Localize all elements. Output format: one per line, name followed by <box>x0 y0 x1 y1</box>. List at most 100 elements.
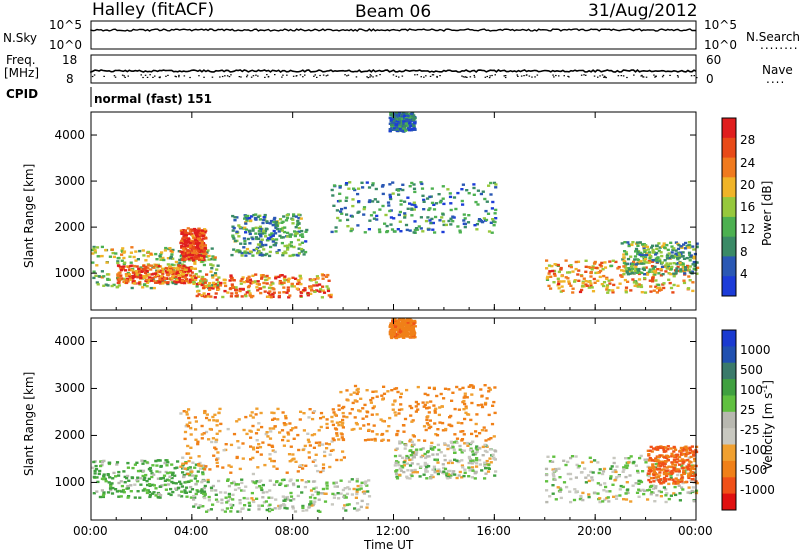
data-cell <box>186 480 191 483</box>
data-cell <box>255 282 259 286</box>
data-cell <box>314 441 318 444</box>
data-cell <box>367 186 372 189</box>
data-cell <box>272 291 276 294</box>
data-cell <box>454 207 458 211</box>
data-cell <box>685 266 689 269</box>
data-cell <box>141 474 145 478</box>
data-cell <box>569 500 573 504</box>
data-cell <box>487 230 492 233</box>
data-cell <box>411 471 415 474</box>
data-cell <box>398 330 402 334</box>
data-cell <box>681 488 685 491</box>
data-cell <box>655 251 659 255</box>
data-cell <box>677 484 681 487</box>
nave-dot <box>617 75 620 77</box>
nave-dot <box>299 74 302 76</box>
nave-label: Nave <box>762 63 793 77</box>
data-cell <box>687 275 691 278</box>
data-cell <box>293 230 297 233</box>
data-cell <box>648 268 652 271</box>
data-cell <box>232 432 237 436</box>
data-cell <box>397 333 401 337</box>
data-cell <box>190 488 195 491</box>
data-cell <box>195 285 199 288</box>
data-cell <box>301 506 305 509</box>
nsky-panel <box>90 20 697 50</box>
data-cell <box>481 454 485 457</box>
data-cell <box>422 425 427 428</box>
data-cell <box>265 227 269 231</box>
data-cell <box>98 495 102 499</box>
data-cell <box>367 495 372 498</box>
data-cell <box>494 217 498 220</box>
data-cell <box>581 491 585 495</box>
data-cell <box>281 236 285 239</box>
data-cell <box>104 283 108 286</box>
data-cell <box>375 395 379 398</box>
data-cell <box>249 219 253 222</box>
data-cell <box>214 440 218 444</box>
data-cell <box>269 219 273 223</box>
data-cell <box>201 234 205 237</box>
data-cell <box>251 446 256 449</box>
data-cell <box>116 276 120 280</box>
data-cell <box>448 195 453 199</box>
data-cell <box>345 389 349 392</box>
data-cell <box>659 478 663 481</box>
data-cell <box>642 247 646 250</box>
data-cell <box>609 467 613 470</box>
nave-dot <box>274 74 276 76</box>
data-cell <box>624 492 628 495</box>
data-cell <box>365 506 369 509</box>
data-cell <box>145 461 149 464</box>
data-cell <box>186 245 190 249</box>
data-cell <box>336 492 340 495</box>
data-cell <box>655 247 659 250</box>
data-cell <box>229 510 233 513</box>
data-cell <box>190 256 194 260</box>
data-cell <box>684 448 689 451</box>
data-cell <box>439 392 443 396</box>
data-cell <box>597 471 601 475</box>
data-cell <box>316 492 320 496</box>
data-cell <box>223 491 227 494</box>
data-cell <box>111 477 115 480</box>
data-cell <box>611 470 615 473</box>
data-cell <box>299 247 303 251</box>
data-cell <box>180 232 184 235</box>
data-cell <box>343 487 347 490</box>
data-cell <box>663 456 667 459</box>
data-cell <box>491 218 495 221</box>
data-cell <box>644 256 648 259</box>
data-cell <box>547 284 551 288</box>
data-cell <box>430 217 434 221</box>
data-cell <box>147 264 151 267</box>
data-cell <box>647 454 651 457</box>
data-cell <box>148 483 152 486</box>
nave-dot <box>439 75 441 77</box>
data-cell <box>191 256 195 259</box>
data-cell <box>400 323 404 326</box>
data-cell <box>320 492 324 495</box>
data-cell <box>628 272 632 275</box>
data-cell <box>260 275 264 279</box>
data-cell <box>193 262 197 265</box>
data-cell <box>402 424 406 427</box>
data-cell <box>381 419 385 423</box>
data-cell <box>237 418 241 421</box>
data-cell <box>254 236 258 239</box>
data-cell <box>463 392 467 395</box>
data-cell <box>189 426 193 430</box>
data-cell <box>92 475 96 479</box>
freq-label: Freq. <box>6 53 36 67</box>
data-cell <box>548 460 552 463</box>
data-cell <box>354 421 358 425</box>
colorbar-segment <box>722 411 736 429</box>
data-cell <box>409 454 413 457</box>
data-cell <box>215 268 219 271</box>
data-cell <box>274 275 278 279</box>
data-cell <box>450 424 454 428</box>
data-cell <box>344 199 348 202</box>
data-cell <box>257 508 261 511</box>
data-cell <box>549 275 553 278</box>
